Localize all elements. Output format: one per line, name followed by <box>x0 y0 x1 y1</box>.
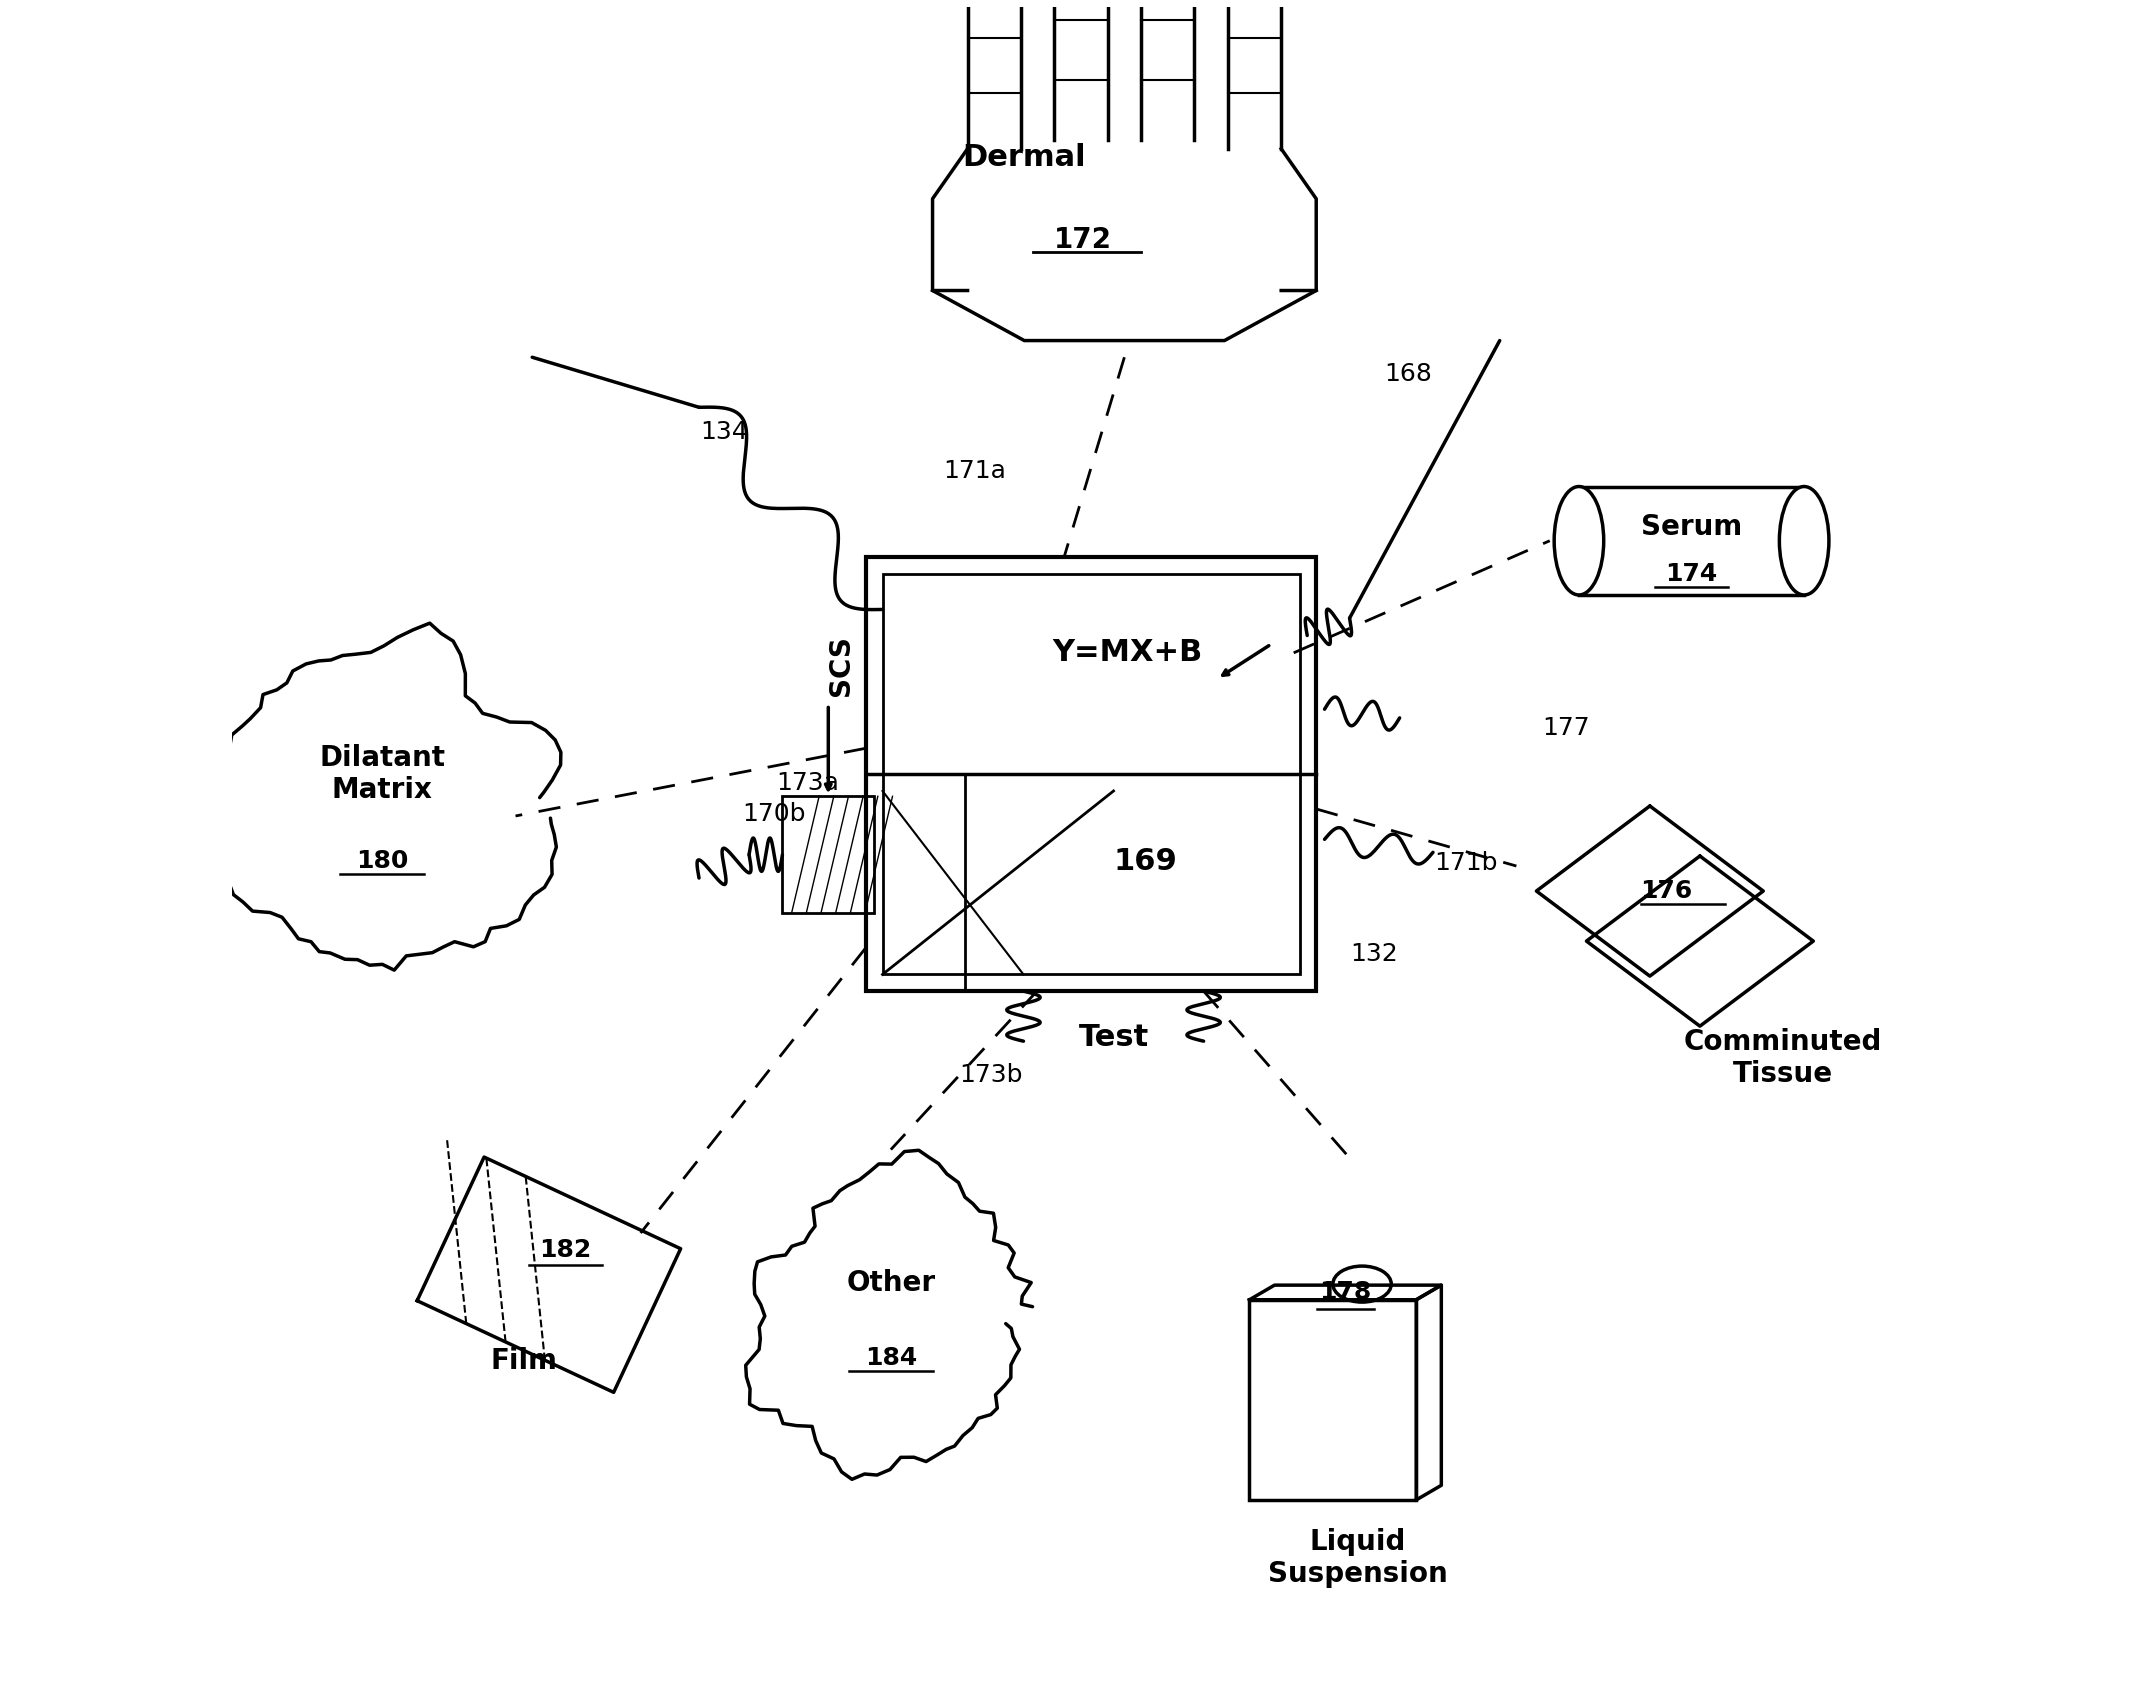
Bar <box>782 796 874 913</box>
Text: 169: 169 <box>1113 846 1177 876</box>
Text: 170b: 170b <box>742 802 806 826</box>
Text: 168: 168 <box>1384 362 1433 385</box>
Text: Dilatant
Matrix: Dilatant Matrix <box>320 743 446 804</box>
Bar <box>883 574 1301 974</box>
Ellipse shape <box>1780 486 1829 595</box>
Text: 182: 182 <box>539 1238 593 1262</box>
Text: 184: 184 <box>866 1346 917 1371</box>
Text: 171a: 171a <box>942 459 1006 483</box>
Text: Comminuted
Tissue: Comminuted Tissue <box>1684 1028 1883 1088</box>
Text: Test: Test <box>1079 1023 1149 1053</box>
Text: 176: 176 <box>1640 880 1693 903</box>
Text: Y=MX+B: Y=MX+B <box>1051 639 1202 668</box>
Text: Dermal: Dermal <box>962 143 1085 172</box>
Text: 134: 134 <box>699 420 748 444</box>
Bar <box>1580 486 1804 595</box>
Text: Liquid
Suspension: Liquid Suspension <box>1269 1527 1448 1588</box>
Text: 171b: 171b <box>1435 851 1499 875</box>
Text: Film: Film <box>490 1347 556 1376</box>
Text: 180: 180 <box>356 849 407 873</box>
Bar <box>866 557 1315 991</box>
Text: Other: Other <box>846 1268 936 1297</box>
Text: 173a: 173a <box>776 770 838 794</box>
Text: SCS: SCS <box>827 636 855 696</box>
Bar <box>1249 1300 1416 1500</box>
Ellipse shape <box>1554 486 1603 595</box>
Text: Serum: Serum <box>1642 513 1742 542</box>
Text: 132: 132 <box>1352 942 1399 967</box>
Text: 174: 174 <box>1665 562 1718 585</box>
Text: 177: 177 <box>1544 715 1590 740</box>
Text: 178: 178 <box>1320 1280 1371 1305</box>
Text: 173b: 173b <box>959 1063 1023 1087</box>
Text: 172: 172 <box>1053 227 1111 254</box>
